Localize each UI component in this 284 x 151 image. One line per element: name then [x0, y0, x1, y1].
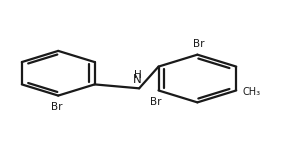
Text: Br: Br [51, 102, 62, 112]
Text: H: H [134, 70, 142, 80]
Text: Br: Br [150, 97, 161, 107]
Text: N: N [133, 73, 142, 86]
Text: Br: Br [193, 39, 204, 49]
Text: CH₃: CH₃ [243, 87, 261, 97]
